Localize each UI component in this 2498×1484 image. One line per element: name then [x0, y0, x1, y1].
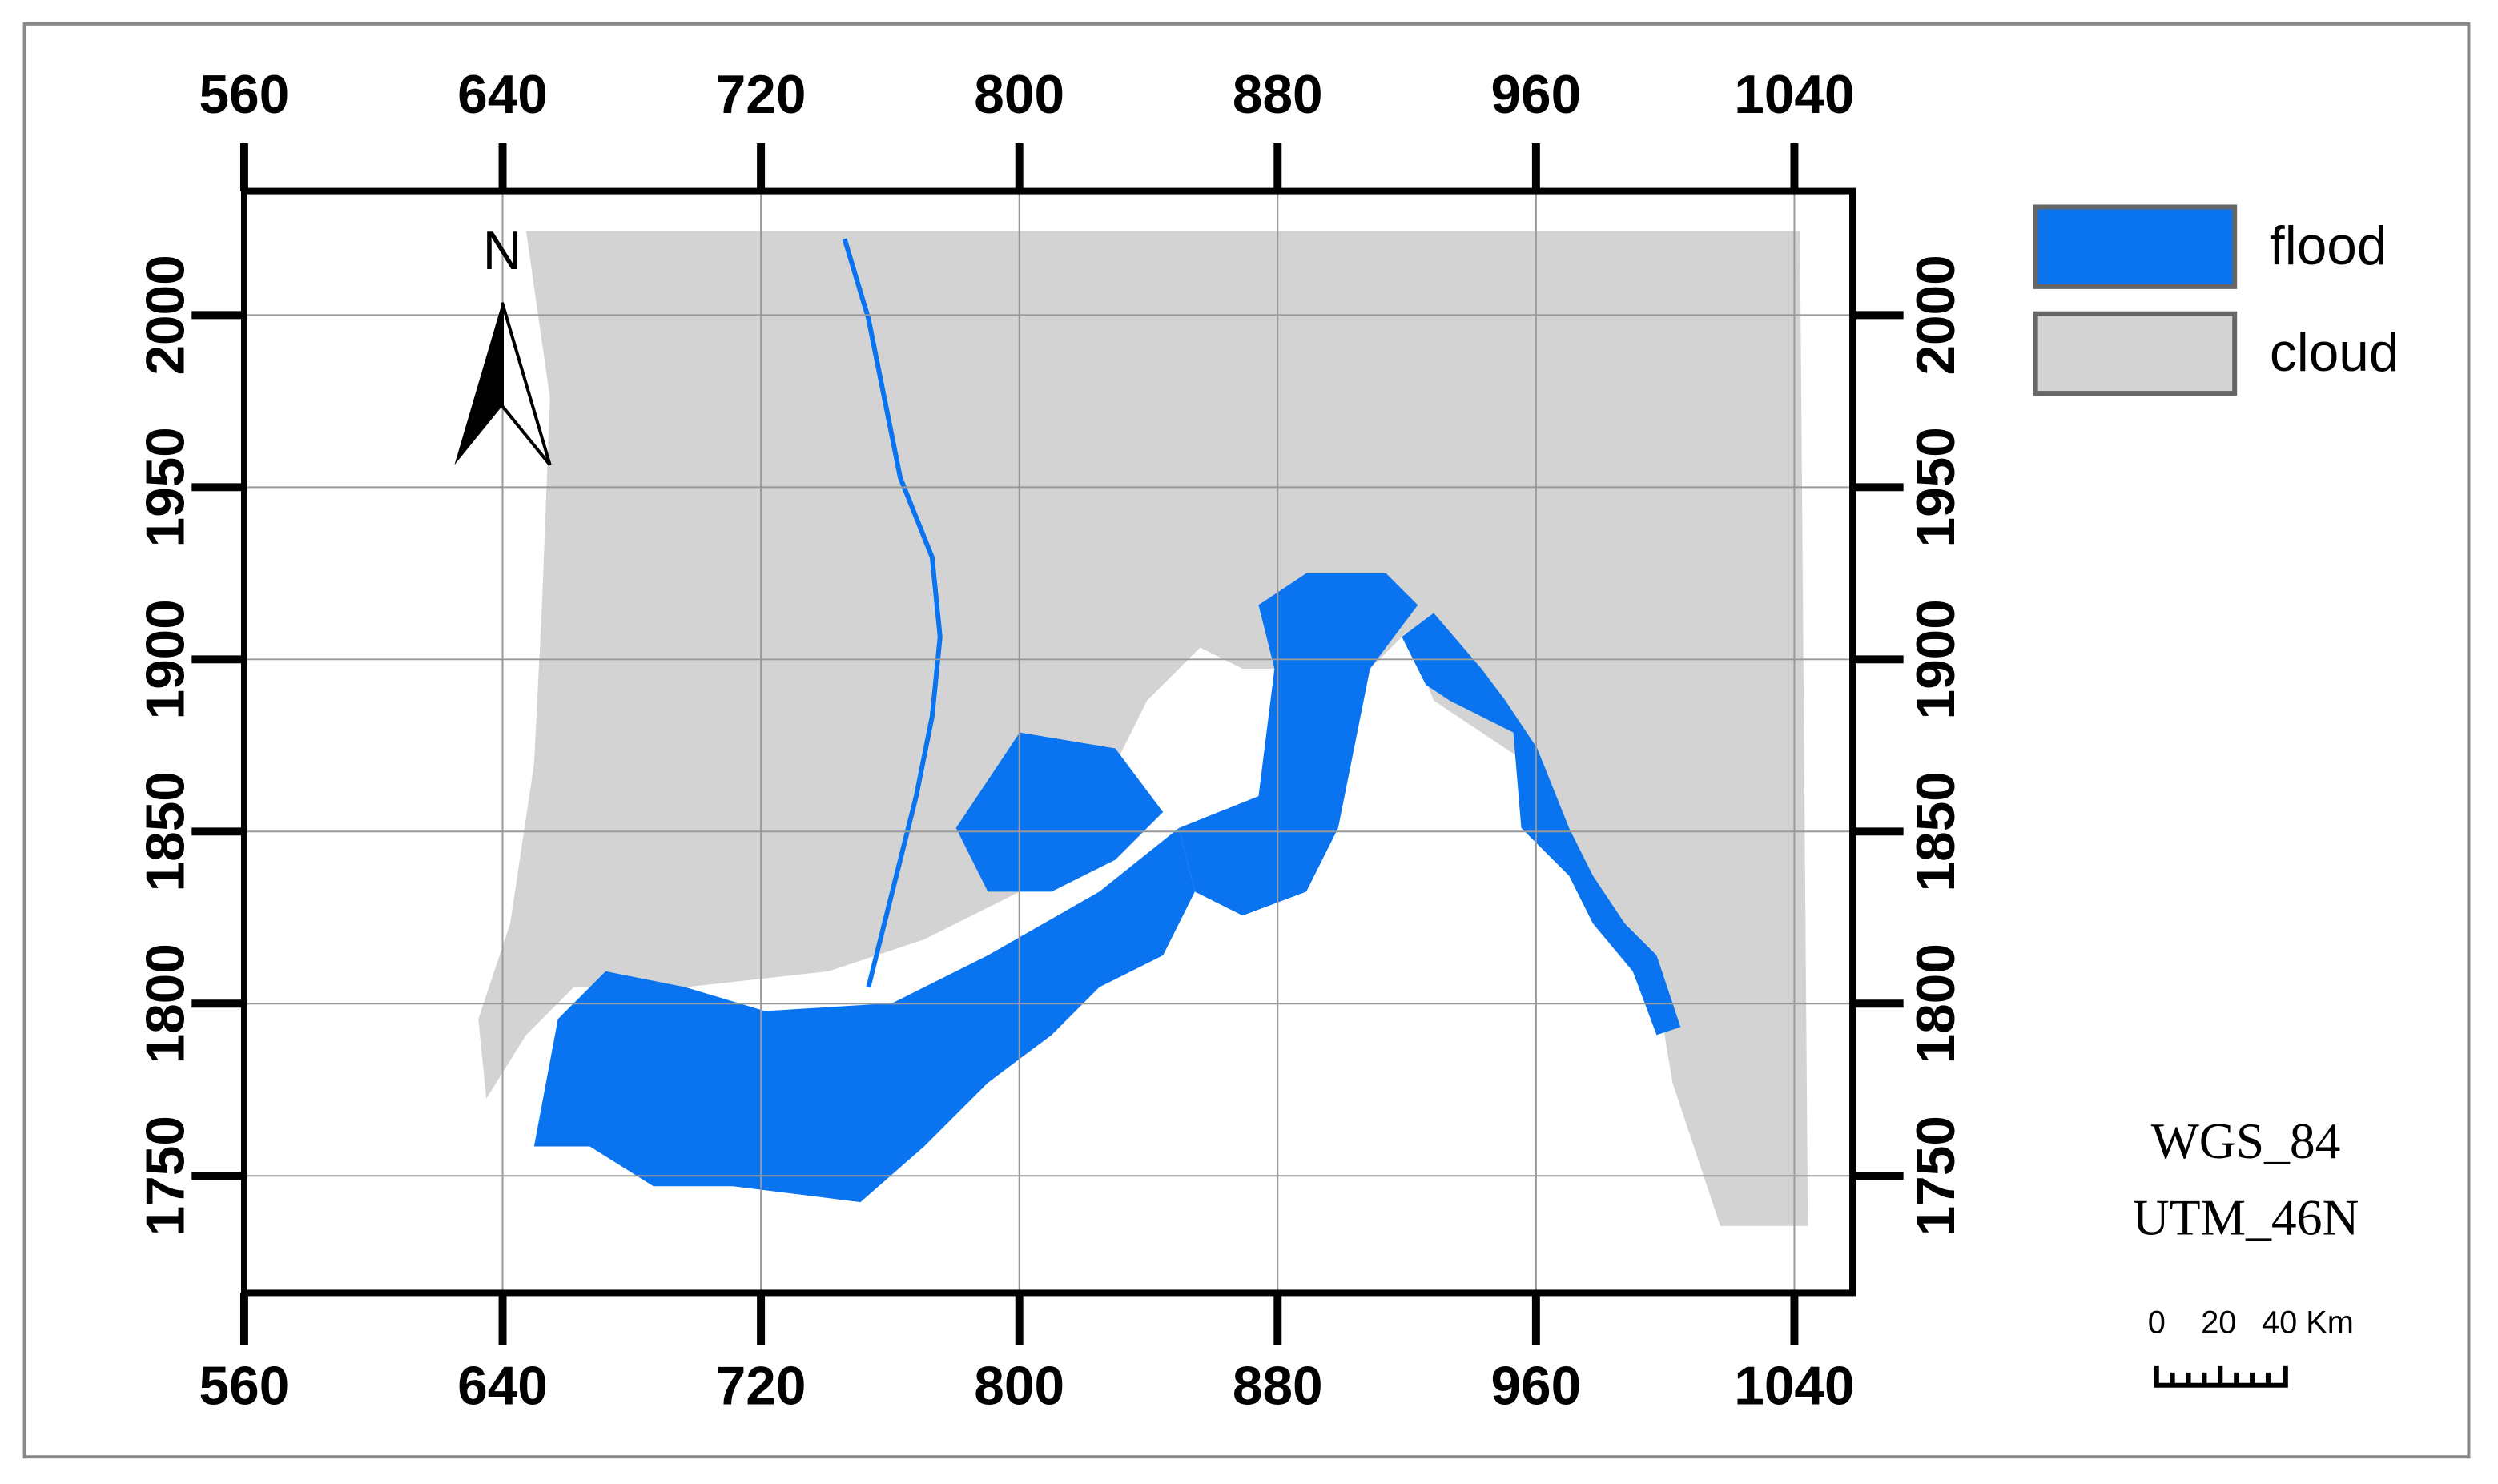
- y-tick-label: 1950: [135, 427, 195, 547]
- x-tick-label: 1040: [1734, 65, 1854, 125]
- flood-area: [955, 732, 1164, 892]
- x-tick-label: 560: [199, 1357, 290, 1417]
- legend-label: cloud: [2270, 323, 2399, 383]
- north-arrow-right: [501, 302, 552, 466]
- scale-bar: 0 20 40 Km: [2148, 1305, 2354, 1388]
- scale-ruler: [2154, 1365, 2288, 1388]
- x-tick-label: 560: [199, 65, 290, 125]
- x-tick-label: 800: [974, 65, 1064, 125]
- north-label: N: [483, 221, 522, 281]
- y-tick-label: 1750: [135, 1116, 195, 1236]
- legend-label: flood: [2270, 216, 2387, 276]
- x-tick-label: 800: [974, 1357, 1064, 1417]
- legend: flood cloud: [2033, 204, 2399, 396]
- y-tick-label: 1750: [1906, 1116, 1966, 1236]
- y-tick-label: 1950: [1906, 427, 1966, 547]
- flood-area: [533, 827, 1195, 1203]
- scale-label: 0: [2148, 1305, 2166, 1341]
- y-tick-label: 1800: [135, 943, 195, 1064]
- x-tick-label: 720: [716, 65, 807, 125]
- x-tick-label: 640: [457, 1357, 548, 1417]
- flood-area: [1402, 613, 1681, 1036]
- scale-label: 20: [2201, 1305, 2236, 1341]
- projection-label: UTM_46N: [2133, 1189, 2359, 1246]
- flood-area: [842, 238, 943, 988]
- y-tick-label: 1900: [1906, 599, 1966, 719]
- y-tick-label: 2000: [135, 255, 195, 375]
- y-tick-label: 1800: [1906, 943, 1966, 1064]
- x-tick-label: 880: [1233, 1357, 1323, 1417]
- y-tick-label: 2000: [1906, 255, 1966, 375]
- map-frame: [240, 187, 1856, 1297]
- x-tick-label: 720: [716, 1357, 807, 1417]
- scale-label: 40 Km: [2262, 1305, 2354, 1341]
- x-tick-label: 960: [1490, 1357, 1581, 1417]
- cloud-area: [478, 231, 1808, 1226]
- x-tick-label: 960: [1490, 65, 1581, 125]
- y-tick-label: 1900: [135, 599, 195, 719]
- y-tick-label: 1850: [1906, 771, 1966, 891]
- legend-swatch: [2033, 204, 2238, 289]
- x-tick-label: 640: [457, 65, 548, 125]
- projection-label: WGS_84: [2151, 1112, 2341, 1169]
- legend-swatch: [2033, 311, 2238, 396]
- x-tick-label: 880: [1233, 65, 1323, 125]
- map-layers: [478, 231, 1808, 1226]
- y-tick-label: 1850: [135, 771, 195, 891]
- x-tick-label: 1040: [1734, 1357, 1854, 1417]
